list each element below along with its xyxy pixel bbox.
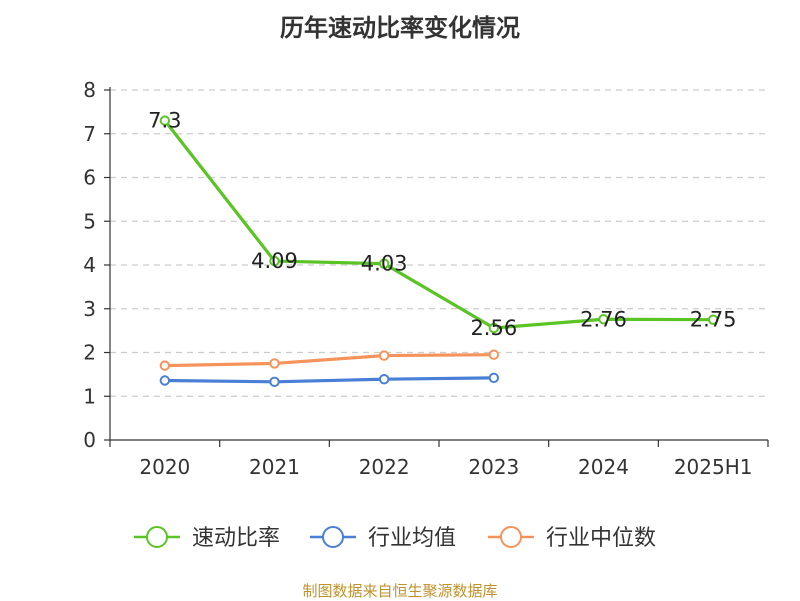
y-tick-label: 0 <box>83 428 96 452</box>
data-point <box>159 115 171 126</box>
legend-marker <box>500 526 522 548</box>
axes: 0 1 2 3 4 5 6 7 8 2020 2021 2022 2023 2024 2025H1 <box>83 78 769 479</box>
data-point <box>269 376 280 388</box>
data-label: 2.76 <box>580 307 627 331</box>
data-label: 4.09 <box>251 249 298 273</box>
y-tick-label: 3 <box>83 297 96 321</box>
data-labels: 7.3 4.09 4.03 2.56 2.76 2.75 <box>148 109 736 340</box>
data-point <box>159 375 171 386</box>
data-point <box>598 314 609 325</box>
series-line <box>163 119 714 330</box>
data-point <box>269 358 280 369</box>
x-tick-label: 2024 <box>578 455 629 479</box>
legend: 速动比率 行业均值 行业中位数 <box>134 526 656 551</box>
data-label: 7.3 <box>148 109 181 133</box>
legend-label: 行业中位数 <box>546 526 656 551</box>
data-point <box>269 255 280 267</box>
chart-title: 历年速动比率变化情况 <box>280 14 520 42</box>
legend-label: 速动比率 <box>192 526 280 551</box>
gridlines <box>110 89 768 397</box>
series-line <box>164 353 494 368</box>
series-layer <box>159 115 719 388</box>
x-tick-label: 2025H1 <box>674 455 753 479</box>
legend-marker <box>322 526 344 548</box>
data-point <box>707 314 719 325</box>
y-tick-label: 5 <box>83 209 96 233</box>
data-point <box>378 258 390 269</box>
y-tick-label: 6 <box>83 166 96 190</box>
y-tick-label: 4 <box>83 253 96 277</box>
data-label: 2.56 <box>470 316 517 340</box>
data-point <box>488 349 500 360</box>
y-tick-label: 2 <box>83 341 96 365</box>
series-line <box>164 376 494 384</box>
source-note: 制图数据来自恒生聚源数据库 <box>302 582 498 600</box>
x-tick-label: 2021 <box>249 455 300 479</box>
data-point <box>378 373 390 385</box>
x-tick-label: 2023 <box>468 455 519 479</box>
x-tick-label: 2022 <box>359 455 410 479</box>
data-label: 4.03 <box>361 252 408 276</box>
data-point <box>378 350 390 361</box>
y-tick-label: 7 <box>83 122 96 146</box>
data-label: 2.75 <box>690 308 737 332</box>
data-point <box>159 360 171 371</box>
y-tick-label: 8 <box>83 78 96 102</box>
legend-marker <box>146 526 168 548</box>
data-point <box>488 322 500 334</box>
x-tick-label: 2020 <box>139 455 190 479</box>
y-tick-label: 1 <box>83 384 96 408</box>
data-point <box>488 372 500 384</box>
legend-label: 行业均值 <box>368 526 456 551</box>
